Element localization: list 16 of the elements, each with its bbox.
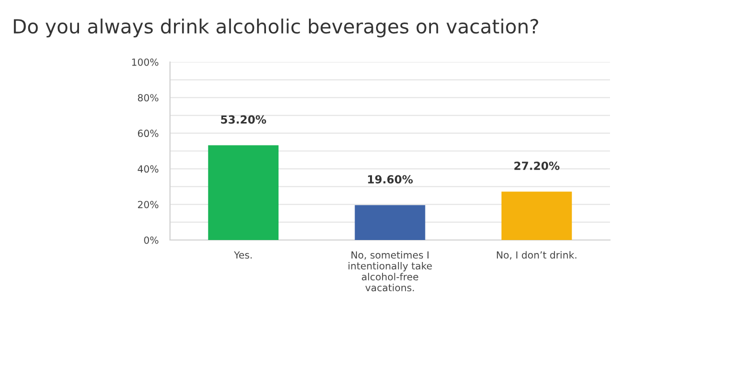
x-tick-label: No, I don’t drink. bbox=[496, 251, 576, 260]
y-tick-label: 100% bbox=[132, 58, 158, 66]
data-label: 53.20% bbox=[221, 115, 266, 124]
y-tick-label: 60% bbox=[138, 130, 158, 138]
chart-title: Do you always drink alcoholic beverages on vacation? bbox=[14, 18, 538, 38]
data-label: 27.20% bbox=[514, 162, 560, 170]
y-tick-label: 0% bbox=[144, 236, 158, 244]
bar bbox=[208, 145, 279, 240]
y-tick-label: 20% bbox=[138, 200, 158, 208]
y-tick-label: 80% bbox=[138, 94, 158, 102]
bar bbox=[354, 205, 426, 240]
x-tick-label: No, sometimes I intentionally take alcohol-free vacations. bbox=[348, 251, 432, 292]
bar bbox=[501, 192, 572, 240]
y-tick-label: 40% bbox=[138, 165, 158, 173]
x-tick-label: Yes. bbox=[234, 251, 252, 259]
data-label: 19.60% bbox=[368, 175, 413, 184]
